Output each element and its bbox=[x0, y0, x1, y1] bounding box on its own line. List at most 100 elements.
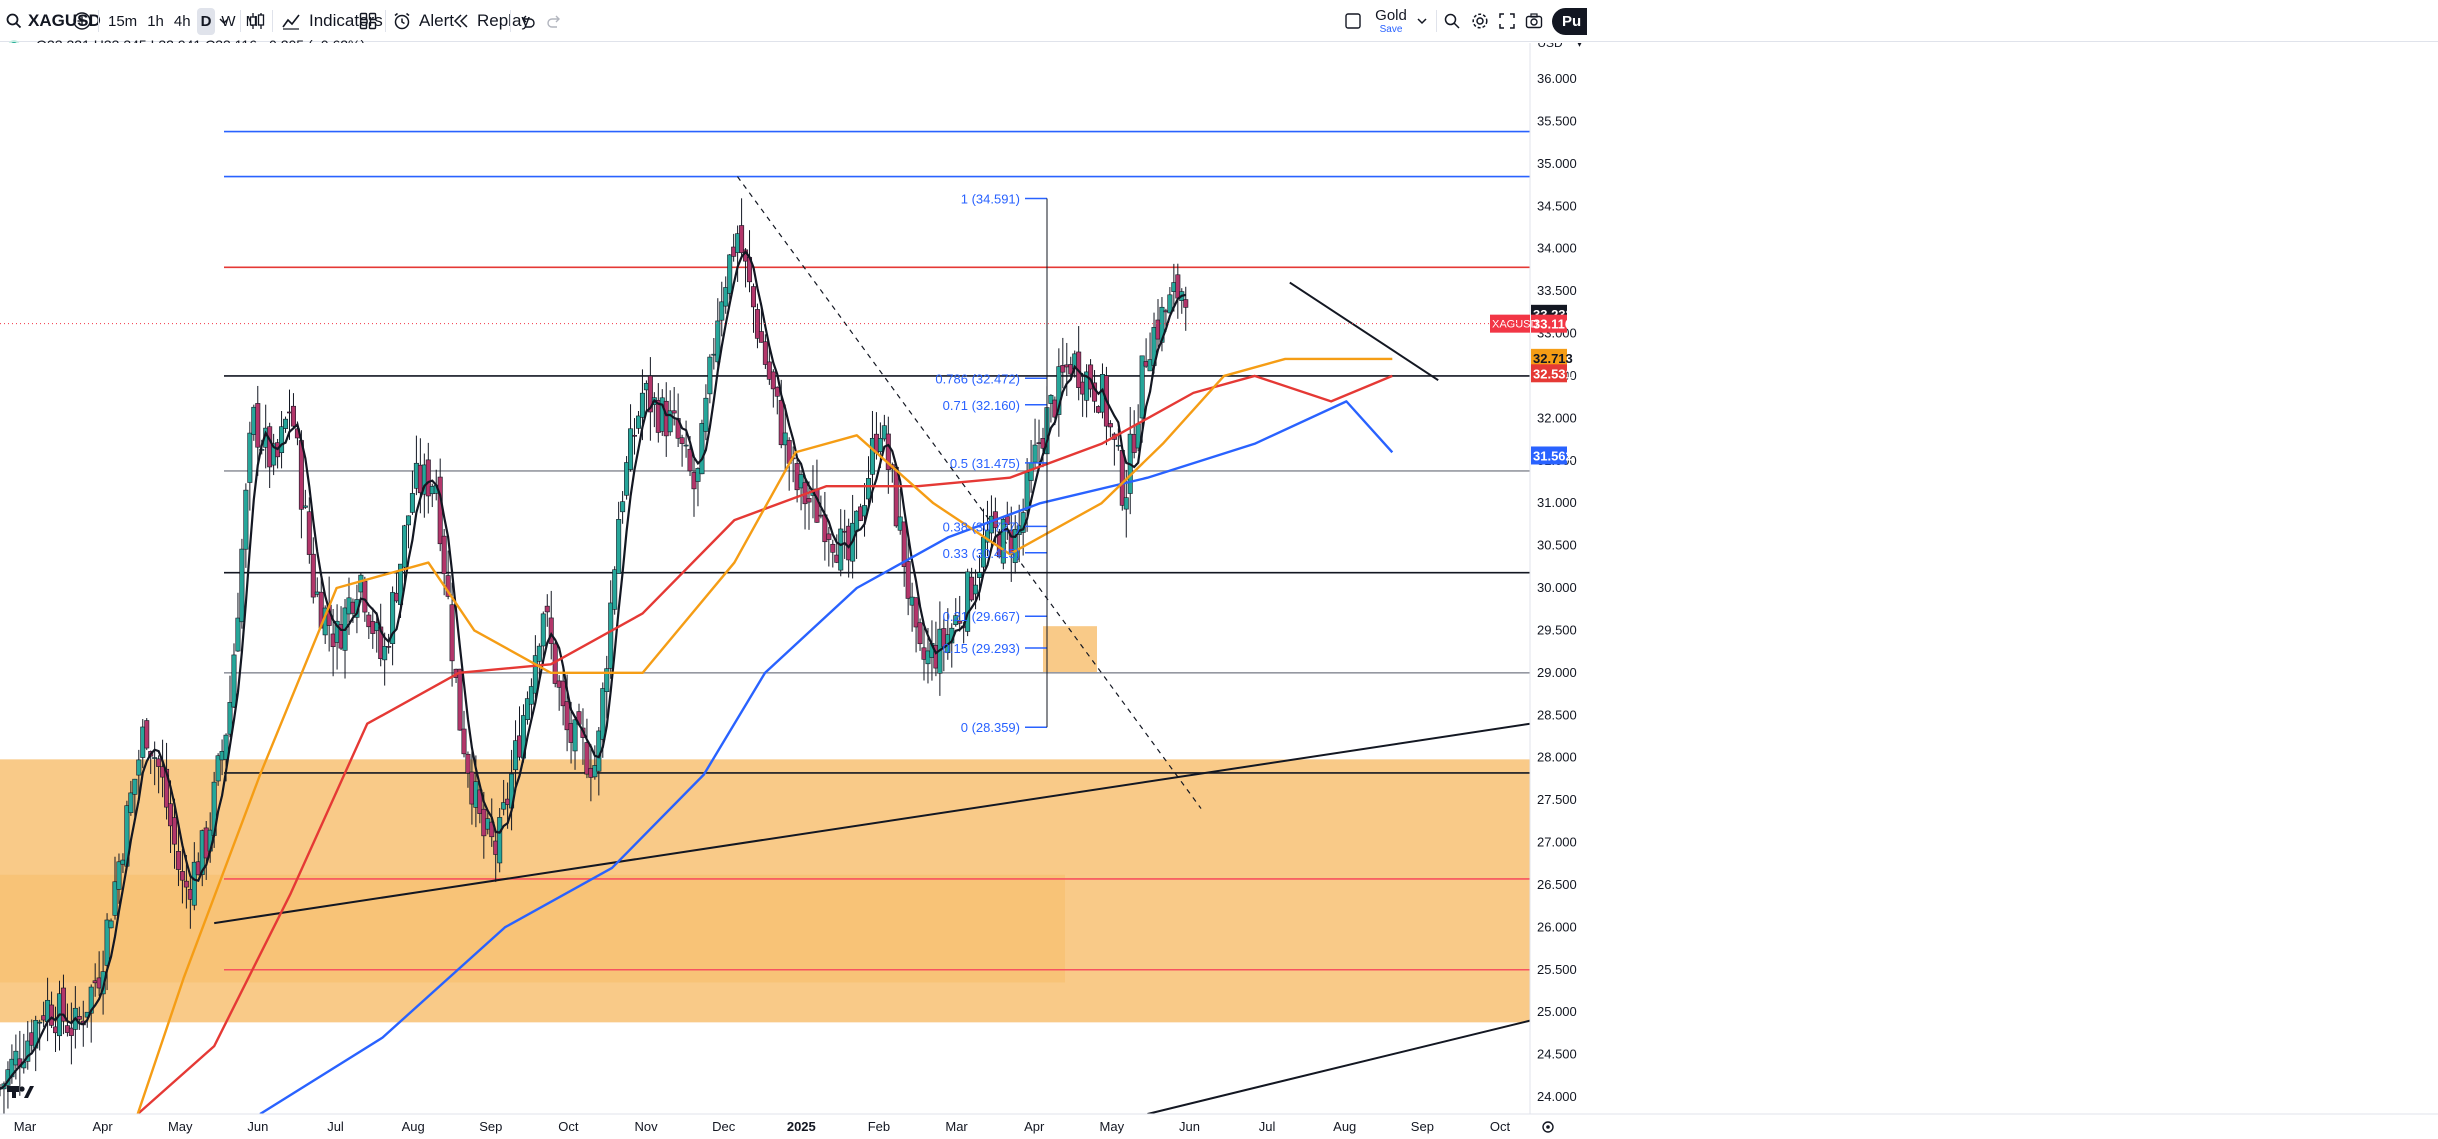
candle-body bbox=[1060, 365, 1066, 373]
time-tick-label: May bbox=[1100, 1119, 1125, 1134]
time-tick-label: 2025 bbox=[787, 1119, 816, 1134]
time-tick-label: Oct bbox=[558, 1119, 579, 1134]
candle-body bbox=[616, 519, 622, 574]
time-tick-label: Apr bbox=[1024, 1119, 1045, 1134]
trendline[interactable] bbox=[214, 722, 1531, 925]
replay-button[interactable]: Replay bbox=[451, 0, 530, 42]
candle-body bbox=[13, 1050, 19, 1066]
chevron-down-icon: ▾ bbox=[1577, 43, 1582, 50]
price-tag bbox=[1531, 364, 1567, 383]
candle-body bbox=[647, 375, 653, 413]
candle-body bbox=[754, 309, 760, 339]
sma-50-line[interactable] bbox=[136, 357, 1393, 1115]
trendline[interactable] bbox=[1147, 1019, 1531, 1115]
redo-button[interactable] bbox=[546, 0, 564, 42]
currency-label[interactable]: USD bbox=[1537, 43, 1563, 50]
interval-1h[interactable]: 1h bbox=[147, 12, 164, 30]
price-tick-label: 25.500 bbox=[1537, 962, 1577, 977]
candle-body bbox=[306, 511, 312, 555]
candle-body bbox=[766, 361, 772, 380]
candle-body bbox=[60, 987, 66, 1022]
undo-button[interactable] bbox=[518, 0, 536, 42]
candle-body bbox=[465, 753, 471, 774]
price-tick-label: 29.500 bbox=[1537, 622, 1577, 637]
candle-body bbox=[402, 525, 408, 568]
axis-settings-icon[interactable] bbox=[1542, 1121, 1554, 1133]
chart-line-icon bbox=[281, 11, 301, 31]
candle-body bbox=[719, 301, 725, 321]
candle-body bbox=[310, 553, 316, 598]
layout-name-button[interactable]: Gold Save bbox=[1372, 0, 1410, 42]
symbol-tag-label: XAGUSD bbox=[1492, 319, 1539, 331]
compare-symbol-button[interactable] bbox=[72, 0, 92, 42]
candle-body bbox=[1032, 444, 1038, 463]
fullscreen-button[interactable] bbox=[1498, 0, 1516, 42]
snapshot-button[interactable] bbox=[1525, 0, 1543, 42]
candle-body bbox=[984, 529, 990, 543]
price-tick-label: 28.500 bbox=[1537, 707, 1577, 722]
fib-level-label: 0 (28.359) bbox=[961, 720, 1020, 735]
sma-200-line[interactable] bbox=[259, 400, 1394, 1115]
candle-body bbox=[132, 778, 138, 795]
candle-body bbox=[239, 548, 245, 623]
candle-body bbox=[68, 1027, 74, 1036]
price-tick-label: 27.500 bbox=[1537, 792, 1577, 807]
trendline[interactable] bbox=[736, 176, 1202, 809]
price-tick-label: 33.500 bbox=[1537, 283, 1577, 298]
interval-w[interactable]: W bbox=[221, 12, 236, 30]
layout-toggle-button[interactable] bbox=[1344, 0, 1362, 42]
candle-body bbox=[723, 287, 729, 307]
fibonacci-retracement[interactable]: 1 (34.591) 0.786 (32.472) 0.71 (32.160) 0.5… bbox=[935, 192, 1048, 736]
sma-89-line[interactable] bbox=[136, 374, 1393, 1115]
candle-body bbox=[604, 668, 610, 692]
candle-body bbox=[620, 501, 626, 513]
candle-body bbox=[290, 405, 296, 427]
interval-dropdown[interactable] bbox=[218, 0, 230, 42]
layout-menu-button[interactable] bbox=[1416, 0, 1428, 42]
candle-body bbox=[703, 397, 709, 432]
templates-button[interactable] bbox=[358, 0, 378, 42]
settings-button[interactable] bbox=[1471, 0, 1489, 42]
price-axis[interactable]: USD ▾ 36.000 35.500 35.000 34.500 34.000 33.500… bbox=[1490, 43, 2438, 1114]
time-axis[interactable]: Mar Apr May Jun Jul Aug Sep Oct Nov Dec 2025 Feb Mar… bbox=[0, 1113, 2438, 1139]
chart-type-button[interactable] bbox=[247, 0, 267, 42]
indicators-label: Indicators bbox=[309, 11, 383, 30]
interval-4h[interactable]: 4h bbox=[173, 12, 191, 30]
candle-body bbox=[283, 418, 289, 429]
candle-body bbox=[497, 817, 503, 864]
time-tick-label: Sep bbox=[1411, 1119, 1434, 1134]
time-tick-label: Feb bbox=[868, 1119, 890, 1134]
supply-demand-zone[interactable] bbox=[0, 874, 1065, 983]
candle-body bbox=[445, 575, 451, 597]
candle-body bbox=[913, 597, 919, 628]
time-tick-label: Mar bbox=[14, 1119, 37, 1134]
price-tag bbox=[1531, 314, 1567, 333]
indicators-button[interactable]: Indicators bbox=[281, 0, 383, 42]
candle-body bbox=[905, 561, 911, 599]
price-tag-label: 33.116 bbox=[1533, 317, 1572, 332]
chevron-down-icon bbox=[218, 15, 230, 27]
interval-d[interactable]: D bbox=[196, 7, 216, 35]
candle-body bbox=[215, 755, 221, 782]
candle-body bbox=[965, 571, 971, 632]
publish-button[interactable]: Pu bbox=[1552, 0, 1588, 42]
price-tag-label: 31.562 bbox=[1533, 448, 1573, 463]
candle-body bbox=[683, 444, 689, 447]
candle-body bbox=[774, 386, 780, 397]
supply-demand-zone[interactable] bbox=[0, 759, 1530, 1023]
price-chart[interactable]: 1 (34.591) 0.786 (32.472) 0.71 (32.160) 0.5… bbox=[0, 43, 2438, 1139]
candle-body bbox=[243, 489, 249, 550]
candle-body bbox=[707, 356, 713, 395]
supply-demand-zone[interactable] bbox=[1043, 626, 1097, 673]
candle-body bbox=[1048, 394, 1054, 404]
quick-search-button[interactable] bbox=[1443, 0, 1461, 42]
trendline[interactable] bbox=[1289, 281, 1439, 381]
interval-15m[interactable]: 15m bbox=[108, 12, 138, 30]
candle-body bbox=[881, 425, 887, 440]
candles-icon bbox=[247, 11, 267, 31]
camera-icon bbox=[1525, 12, 1543, 30]
alert-button[interactable]: Alert bbox=[392, 0, 454, 42]
candle-body bbox=[1167, 294, 1173, 314]
sma-5-line[interactable] bbox=[0, 249, 1186, 1090]
candle-body bbox=[223, 734, 229, 760]
